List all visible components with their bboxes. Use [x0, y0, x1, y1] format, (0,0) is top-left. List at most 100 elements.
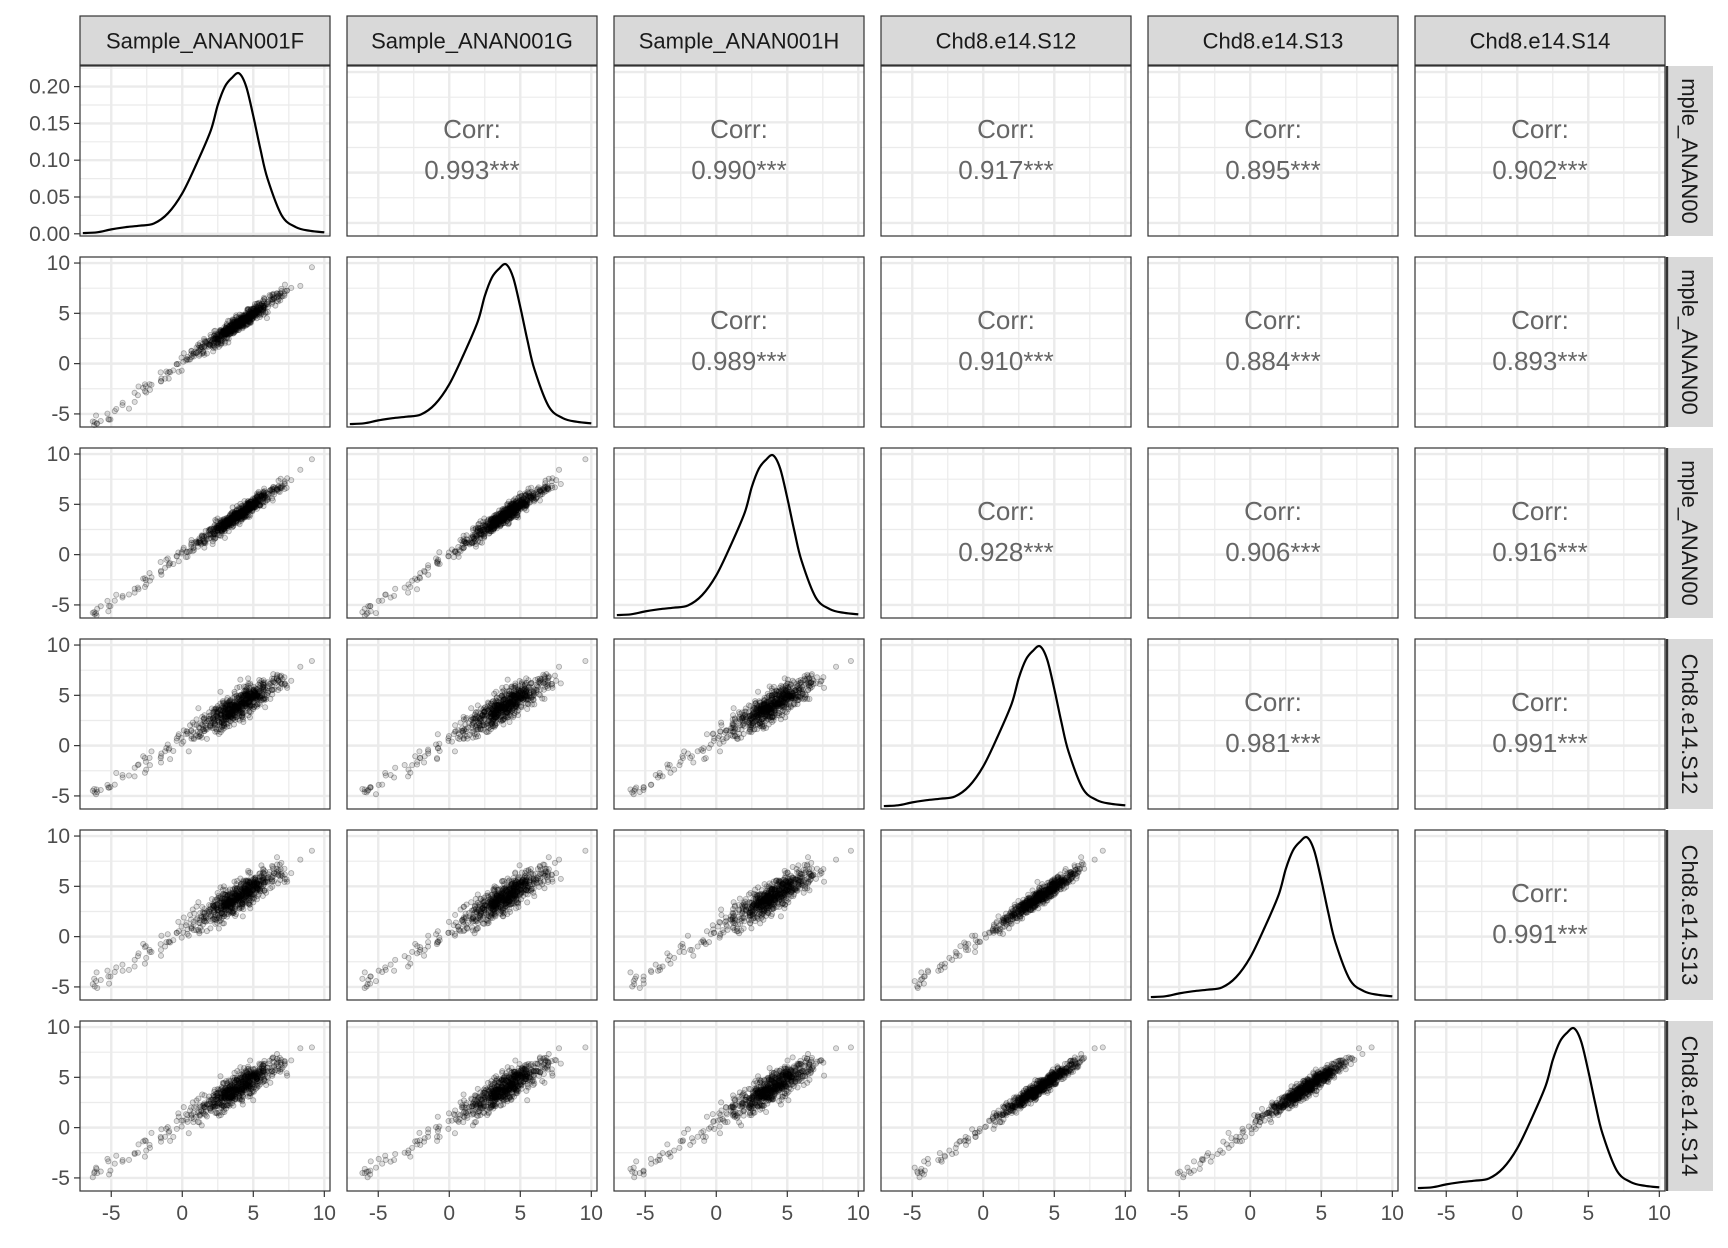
scatter-point: [246, 312, 253, 319]
scatter-point: [251, 310, 258, 317]
corr-value: 0.916***: [1492, 537, 1587, 567]
scatter-point: [281, 480, 288, 487]
scatter-point: [187, 547, 194, 554]
scatter-point: [541, 487, 548, 494]
scatter-point: [506, 699, 513, 706]
scatter-point: [143, 766, 150, 773]
scatter-point: [267, 487, 274, 494]
scatter-point: [273, 290, 280, 297]
scatter-point: [544, 685, 551, 692]
scatter-point: [278, 285, 285, 292]
scatter-point: [434, 756, 441, 763]
scatter-point: [802, 677, 809, 684]
scatter-point: [146, 570, 153, 577]
scatter-point: [766, 683, 773, 690]
corr-label: Corr:: [1244, 114, 1302, 144]
scatter-point: [180, 544, 187, 551]
scatter-point: [228, 701, 235, 708]
scatter-point: [195, 733, 202, 740]
scatter-point: [781, 675, 788, 682]
column-strip-label: Chd8.e14.S14: [1470, 29, 1611, 54]
scatter-point: [473, 731, 480, 738]
corr-label: Corr:: [1244, 305, 1302, 335]
scatter-point: [180, 727, 187, 734]
corr-value: 0.981***: [1225, 728, 1320, 758]
scatter-point: [232, 322, 239, 329]
scatter-point: [255, 305, 262, 312]
scatter-point: [262, 302, 269, 309]
scatter-point: [202, 344, 209, 351]
scatter-point: [361, 786, 368, 793]
scatter-point: [751, 726, 758, 733]
scatter-point: [193, 350, 200, 357]
scatter-point: [373, 791, 380, 798]
scatter-point: [107, 416, 114, 423]
scatter-point: [232, 324, 239, 331]
scatter-point: [217, 333, 224, 340]
scatter-point: [240, 322, 247, 329]
scatter-point: [740, 731, 747, 738]
scatter-point: [258, 307, 265, 314]
scatter-point: [119, 961, 126, 968]
column-strip-label: Sample_ANAN001H: [639, 29, 840, 54]
scatter-point: [486, 709, 493, 716]
row-strip-label: Chd8.e14.S13: [1677, 845, 1702, 986]
scatter-point: [170, 937, 177, 944]
scatter-point: [254, 500, 261, 507]
scatter-point: [162, 375, 169, 382]
scatter-point: [755, 703, 762, 710]
scatter-point: [216, 332, 223, 339]
scatter-point: [405, 766, 412, 773]
column-strip-label: Chd8.e14.S13: [1203, 29, 1344, 54]
scatter-point: [203, 340, 210, 347]
scatter-point: [308, 456, 315, 463]
scatter-point: [211, 328, 218, 335]
scatter-point: [167, 756, 174, 763]
scatter-point: [490, 702, 497, 709]
scatter-point: [228, 905, 235, 912]
scatter-point: [188, 735, 195, 742]
scatter-point: [231, 690, 238, 697]
panel-background: [614, 257, 864, 427]
scatter-point: [752, 718, 759, 725]
scatter-point: [436, 747, 443, 754]
scatter-point: [235, 327, 242, 334]
scatter-point: [207, 925, 214, 932]
scatter-point: [119, 967, 126, 974]
corr-value: 0.917***: [958, 155, 1053, 185]
scatter-point: [768, 707, 775, 714]
scatter-point: [640, 784, 647, 791]
row-strip-label: Chd8.e14.S14: [1677, 1036, 1702, 1177]
scatter-point: [228, 324, 235, 331]
scatter-point: [119, 399, 126, 406]
scatter-point: [225, 317, 232, 324]
scatter-point: [361, 612, 368, 619]
scatter-point: [158, 378, 165, 385]
corr-label: Corr:: [710, 114, 768, 144]
scatter-point: [125, 966, 132, 973]
scatter-point: [220, 330, 227, 337]
scatter-point: [196, 539, 203, 546]
scatter-points: [89, 264, 315, 429]
scatter-point: [504, 676, 511, 683]
scatter-point: [373, 610, 380, 617]
scatter-point: [252, 307, 259, 314]
panel-border: [346, 65, 598, 237]
scatter-point: [201, 715, 208, 722]
panel-grid: [1415, 66, 1665, 236]
scatter-point: [245, 867, 252, 874]
scatter-point: [451, 728, 458, 735]
scatter-point: [491, 690, 498, 697]
scatter-point: [183, 554, 190, 561]
scatter-point: [246, 312, 253, 319]
panel-background: [1415, 639, 1665, 809]
scatter-point: [173, 361, 180, 368]
scatter-point: [111, 408, 118, 415]
scatter-point: [245, 310, 252, 317]
scatter-point: [224, 335, 231, 342]
scatter-point: [503, 513, 510, 520]
scatter-point: [405, 589, 412, 596]
scatter-point: [471, 538, 478, 545]
scatter-point: [175, 918, 182, 925]
scatter-point: [234, 877, 241, 884]
